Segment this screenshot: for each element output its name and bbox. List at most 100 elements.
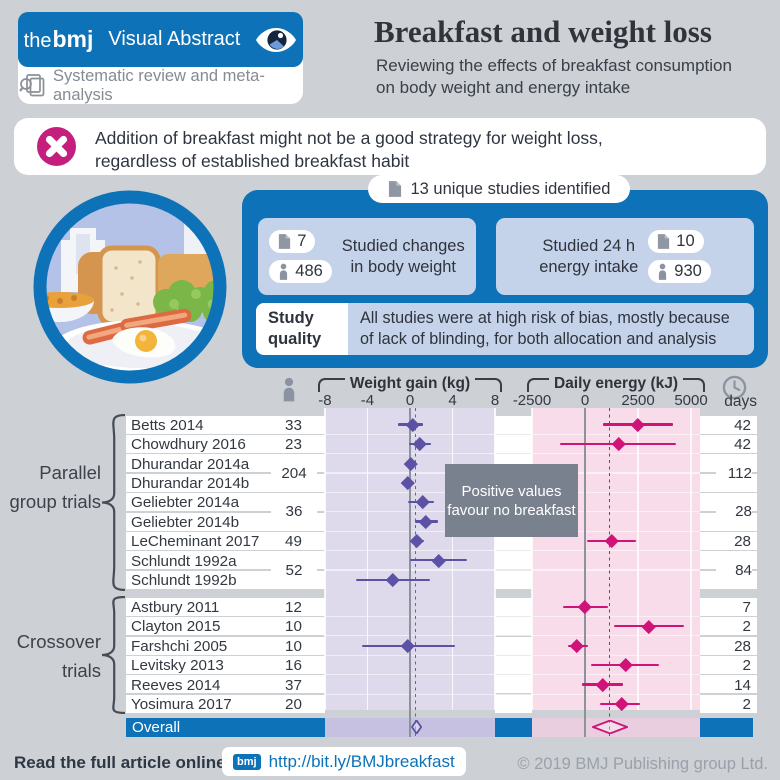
study-n: 20 — [285, 696, 302, 713]
study-days: 2 — [742, 618, 751, 636]
energy-participants-count: 930 — [674, 262, 702, 280]
weight-card-label-line1: Studied changes — [341, 236, 465, 255]
key-message-card — [14, 118, 766, 175]
study-name: Chowdhury 2016 — [131, 436, 246, 454]
weight-studies-pill: 7 — [269, 230, 316, 253]
study-days: 2 — [742, 696, 751, 713]
study-name: Yosimura 2017 — [131, 696, 232, 713]
study-name: Dhurandar 2014a — [131, 455, 250, 473]
weight-tick-label: 0 — [405, 392, 415, 409]
study-row-between-panels-cell — [495, 415, 532, 434]
study-n: 37 — [285, 676, 302, 694]
annotation-box: Positive values favour no breakfast — [445, 464, 578, 537]
study-days: 42 — [734, 416, 751, 434]
person-icon — [278, 263, 289, 281]
energy-gridline — [690, 408, 692, 710]
row-separator — [325, 615, 700, 618]
article-link[interactable]: http://bit.ly/BMJbreakfast — [268, 751, 455, 771]
study-name: Dhurandar 2014b — [131, 474, 250, 492]
key-message-line-1: Addition of breakfast might not be a goo… — [95, 128, 603, 148]
weight-studies-count: 7 — [297, 232, 307, 250]
weight-tick-label: 4 — [448, 392, 457, 409]
brand-product: Visual Abstract — [108, 28, 241, 50]
energy-gridline — [637, 408, 639, 710]
energy-tick-label: 5000 — [674, 392, 708, 409]
review-type-label: Systematic review and meta-analysis — [53, 66, 265, 104]
key-message-line-2: regardless of established breakfast habi… — [95, 151, 410, 171]
study-n: 12 — [285, 599, 302, 616]
study-name: Astbury 2011 — [131, 599, 220, 616]
study-days-span: 112 — [716, 463, 752, 483]
group-label-parallel: Parallel group trials — [9, 462, 101, 512]
study-days-span: 84 — [716, 560, 752, 580]
footer-prompt: Read the full article online: — [14, 753, 232, 772]
study-name: Clayton 2015 — [131, 618, 221, 636]
parallel-group-brace — [101, 413, 127, 596]
study-row-days-cell — [700, 656, 757, 675]
study-name: Schlundt 1992a — [131, 552, 237, 570]
study-quality-text: All studies were at high risk of bias, m… — [348, 303, 754, 355]
study-row-days-cell — [700, 434, 757, 453]
document-icon — [657, 233, 670, 250]
study-n: 33 — [285, 416, 302, 434]
energy-card-label: Studied 24 h energy intake — [539, 236, 638, 278]
review-type-row: Systematic review and meta-analysis — [18, 67, 303, 104]
study-row-name-n-cell — [126, 694, 325, 713]
study-quality-label: Study quality — [256, 303, 348, 355]
overall-diamond — [410, 719, 422, 739]
key-message-text: Addition of breakfast might not be a goo… — [95, 127, 603, 173]
weight-gridline — [366, 408, 369, 710]
total-studies-pill: 13 unique studies identified — [368, 175, 630, 203]
study-name: Geliebter 2014b — [131, 513, 240, 531]
study-n-span: 36 — [271, 502, 317, 522]
brand-the: the — [23, 30, 52, 52]
study-name: Farshchi 2005 — [131, 637, 228, 655]
study-row-days-cell — [700, 675, 757, 694]
body-weight-card: 7 486 Studied changes in body weight — [258, 218, 476, 295]
study-n: 16 — [285, 657, 302, 675]
study-row-name-n-cell — [126, 434, 325, 453]
study-row-between-panels-cell — [495, 434, 532, 453]
overall-diamond — [590, 719, 630, 739]
study-row-name-n-cell — [126, 415, 325, 434]
energy-card-label-line1: Studied 24 h — [542, 236, 636, 255]
weight-panel-title-text: Weight gain (kg) — [349, 375, 471, 392]
study-row-days-cell — [700, 597, 757, 616]
weight-participants-pill: 486 — [269, 260, 332, 283]
study-n: 23 — [285, 436, 302, 454]
bracket-left — [318, 378, 345, 392]
weight-card-label-line2: in body weight — [350, 257, 457, 276]
study-name: Betts 2014 — [131, 416, 204, 434]
study-row-days-cell — [700, 694, 757, 713]
page-subtitle: Reviewing the effects of breakfast consu… — [376, 55, 732, 98]
negative-finding-icon — [36, 126, 77, 172]
study-days: 7 — [742, 599, 751, 616]
energy-panel-title: Daily energy (kJ) — [527, 375, 705, 392]
document-icon — [388, 180, 402, 198]
energy-card-label-line2: energy intake — [539, 257, 639, 276]
weight-tick-label: -4 — [360, 392, 375, 409]
study-days: 28 — [734, 533, 751, 551]
study-name: Geliebter 2014a — [131, 494, 240, 512]
weight-pooled-line — [414, 408, 417, 737]
bmj-brand-bar: the bmj Visual Abstract — [18, 12, 303, 67]
row-separator — [325, 654, 700, 656]
clock-icon — [722, 375, 747, 405]
row-separator — [325, 635, 700, 637]
group-label-crossover: Crossover trials — [16, 631, 101, 681]
search-documents-icon — [18, 72, 46, 100]
weight-card-label: Studied changes in body weight — [342, 236, 465, 278]
row-separator — [325, 453, 700, 455]
energy-axis-ticks: -2500 0 2500 5000 — [513, 392, 708, 409]
study-name: Reeves 2014 — [131, 676, 221, 694]
weight-axis-ticks: -8 -4 0 4 8 — [318, 392, 502, 409]
eye-icon — [255, 27, 297, 53]
row-separator — [325, 433, 700, 435]
row-separator — [325, 550, 700, 552]
study-row-name-n-cell — [126, 656, 325, 675]
study-row-name-n-cell — [126, 531, 325, 550]
study-days: 28 — [734, 637, 751, 655]
study-row-between-panels-cell — [495, 694, 532, 713]
article-link-pill[interactable]: bmj http://bit.ly/BMJbreakfast — [222, 747, 466, 776]
subtitle-line-1: Reviewing the effects of breakfast consu… — [376, 56, 732, 75]
